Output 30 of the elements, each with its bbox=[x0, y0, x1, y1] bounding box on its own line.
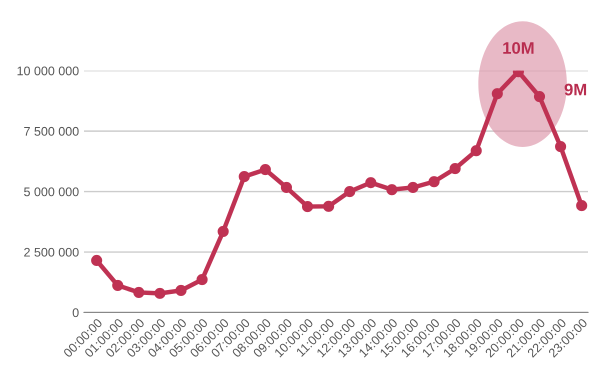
point bbox=[260, 164, 271, 176]
point bbox=[555, 141, 566, 152]
point bbox=[576, 200, 588, 212]
y-tick-label: 2 500 000 bbox=[24, 248, 79, 257]
point bbox=[238, 171, 250, 182]
point bbox=[175, 284, 187, 296]
point bbox=[365, 177, 376, 188]
point bbox=[470, 145, 482, 156]
y-tick-label: 5 000 000 bbox=[24, 187, 79, 196]
point bbox=[386, 184, 398, 196]
point bbox=[196, 274, 208, 286]
point bbox=[280, 182, 292, 194]
y-tick-label: 7 500 000 bbox=[24, 126, 79, 136]
point bbox=[428, 176, 440, 188]
point bbox=[112, 280, 124, 291]
annotation: 9M bbox=[564, 84, 586, 96]
annotation: 10M bbox=[503, 42, 534, 54]
point bbox=[133, 286, 144, 298]
point bbox=[492, 88, 503, 100]
y-tick-label: 10 000 000 bbox=[18, 66, 79, 76]
point bbox=[534, 90, 546, 102]
point bbox=[91, 254, 102, 266]
point bbox=[218, 226, 229, 238]
y-tick-label: 0 bbox=[72, 308, 79, 318]
point bbox=[323, 200, 334, 212]
point bbox=[154, 288, 166, 299]
point bbox=[302, 201, 314, 212]
point bbox=[450, 163, 461, 174]
point bbox=[407, 182, 419, 194]
point bbox=[344, 186, 356, 198]
